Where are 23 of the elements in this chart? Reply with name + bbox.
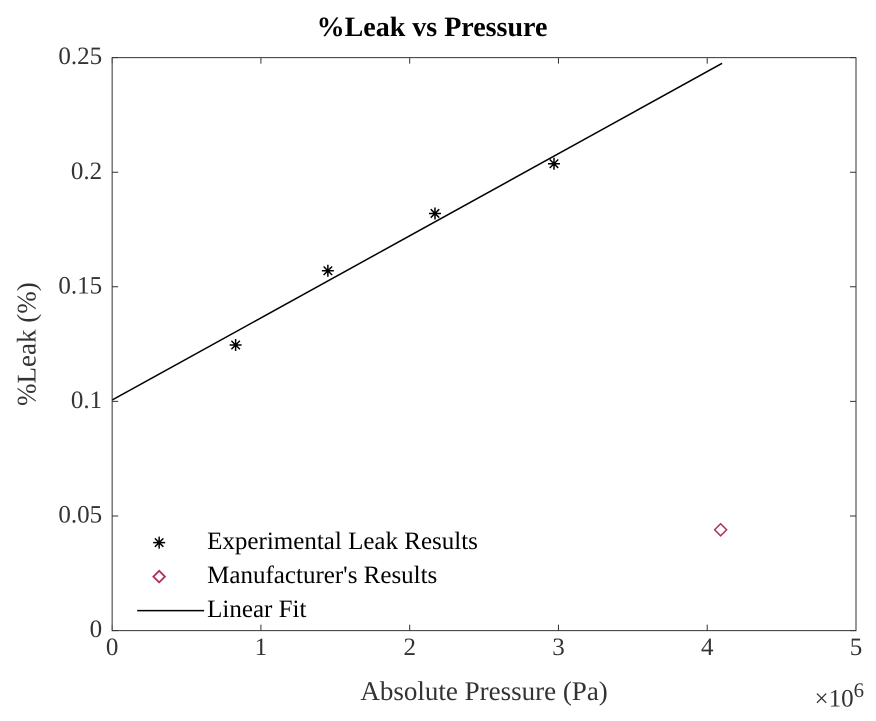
x-axis-title: Absolute Pressure (Pa) bbox=[360, 676, 608, 706]
chart-title: %Leak vs Pressure bbox=[316, 12, 548, 44]
y-tick-label: 0 bbox=[90, 616, 102, 644]
x-tick-label: 1 bbox=[254, 634, 268, 662]
legend-label: Manufacturer's Results bbox=[207, 562, 438, 590]
point bbox=[714, 523, 728, 536]
y-tick-label: 0.15 bbox=[58, 272, 102, 300]
point bbox=[321, 264, 335, 278]
x-tick-label: 5 bbox=[850, 634, 862, 662]
x-tick-label: 4 bbox=[700, 634, 714, 662]
y-axis-title: %Leak (%) bbox=[11, 282, 42, 406]
y-tick-label: 0.2 bbox=[70, 158, 102, 185]
y-tick-label: 0.25 bbox=[58, 43, 102, 70]
x-tick-label: 3 bbox=[552, 634, 565, 662]
point bbox=[547, 156, 561, 170]
point bbox=[428, 206, 442, 220]
legend-label: Experimental Leak Results bbox=[207, 528, 478, 556]
x-tick-label: 2 bbox=[403, 634, 416, 662]
legend-label: Linear Fit bbox=[207, 596, 306, 624]
y-tick-label: 0.1 bbox=[70, 386, 102, 414]
y-tick-label: 0.05 bbox=[58, 502, 102, 529]
point bbox=[228, 338, 242, 352]
text: ×10$^{6}$ bbox=[814, 678, 864, 713]
